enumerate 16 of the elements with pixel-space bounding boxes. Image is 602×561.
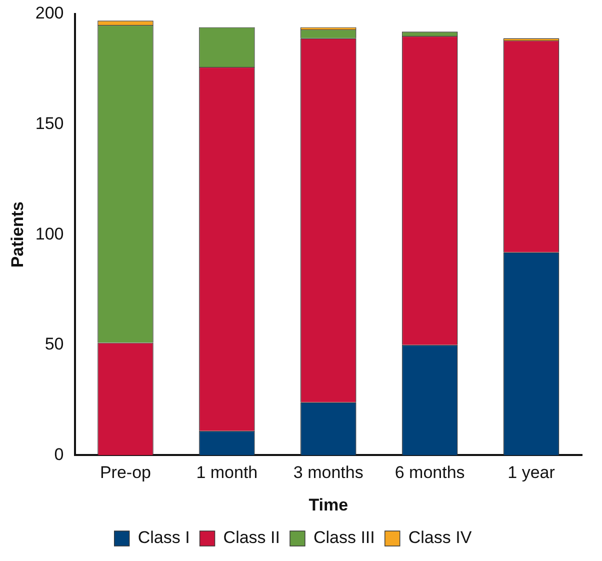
legend-label: Class I: [138, 528, 190, 548]
y-tick-label: 100: [35, 224, 64, 244]
legend-label: Class IV: [408, 528, 472, 548]
legend-label: Class III: [313, 528, 375, 548]
x-tick-label: 6 months: [394, 463, 465, 482]
y-tick-label: 0: [54, 444, 64, 464]
x-axis-title: Time: [308, 495, 348, 514]
x-tick-label: 1 year: [508, 463, 556, 482]
x-tick-label: 3 months: [293, 463, 364, 482]
y-tick-label: 150: [35, 114, 64, 133]
y-axis-title: Patients: [8, 202, 27, 268]
y-tick-label: 50: [44, 334, 64, 354]
x-tick-label: 1 month: [196, 463, 258, 482]
x-tick-label: Pre-op: [100, 463, 152, 482]
y-tick-label: 200: [35, 4, 64, 23]
legend-label: Class II: [223, 528, 280, 548]
